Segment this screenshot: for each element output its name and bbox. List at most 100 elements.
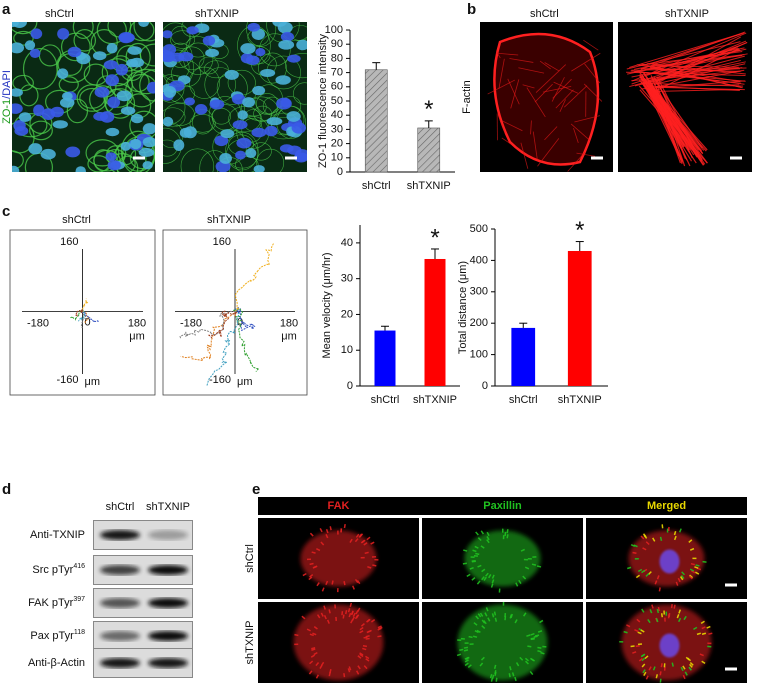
- nucleus: [130, 113, 144, 124]
- axis-unit: μm: [281, 330, 297, 342]
- stain-label: F-actin: [461, 80, 473, 114]
- adhesion: [350, 610, 354, 615]
- channel-label: FAK: [328, 500, 350, 512]
- adhesion: [321, 587, 325, 592]
- adhesion: [641, 569, 646, 574]
- row-label: FAK pTyr397: [28, 596, 85, 609]
- cell-body: [293, 604, 384, 681]
- adhesion: [355, 533, 360, 538]
- adhesion: [311, 551, 316, 554]
- nucleus: [272, 22, 287, 27]
- adhesion: [483, 620, 487, 625]
- adhesion: [641, 608, 645, 613]
- adhesion: [682, 665, 686, 670]
- blot-band: [100, 530, 140, 540]
- panel-letter: e: [252, 481, 260, 498]
- cell-outline: [293, 82, 307, 105]
- fiber: [535, 64, 567, 93]
- blot-border: [93, 520, 193, 550]
- y-tick-label: 30: [341, 273, 353, 285]
- bar: [424, 258, 446, 386]
- adhesion: [678, 609, 682, 614]
- row-name: Pax pTyr: [30, 630, 74, 642]
- adhesion: [320, 612, 324, 617]
- adhesion: [309, 532, 314, 537]
- adhesion: [687, 657, 692, 662]
- adhesion: [654, 580, 658, 585]
- nucleus: [178, 51, 194, 62]
- row-superscript: 416: [73, 563, 85, 570]
- adhesion: [652, 537, 656, 542]
- cell-outline: [163, 107, 186, 128]
- fiber: [650, 68, 741, 74]
- adhesion: [626, 624, 631, 628]
- nucleus: [260, 68, 276, 78]
- fiber: [564, 85, 588, 108]
- significance-mark: *: [430, 224, 439, 251]
- cell-outline: [185, 36, 211, 58]
- adhesion: [359, 533, 364, 538]
- adhesion: [328, 609, 331, 614]
- nucleus: [275, 75, 291, 85]
- adhesion: [366, 618, 371, 623]
- adhesion: [486, 531, 490, 537]
- nucleus: [173, 139, 185, 151]
- nucleus: [29, 48, 41, 58]
- cell-outline: [244, 96, 278, 122]
- adhesion: [682, 674, 686, 680]
- nucleus: [209, 99, 225, 110]
- fiber: [532, 131, 538, 161]
- nucleus: [92, 51, 107, 61]
- adhesion: [357, 607, 361, 612]
- fiber: [551, 77, 565, 102]
- y-tick-label: 10: [331, 152, 343, 164]
- fiber: [520, 142, 529, 169]
- adhesion: [309, 562, 314, 566]
- row-label: Src pTyr416: [32, 563, 85, 576]
- nucleus: [75, 166, 86, 172]
- adhesion: [365, 635, 370, 638]
- fiber: [537, 138, 560, 167]
- nucleus: [50, 106, 64, 118]
- fiber: [641, 63, 743, 89]
- adhesion: [344, 610, 348, 615]
- cell-outline: [12, 74, 34, 92]
- adhesion: [475, 615, 480, 620]
- cell-outline: [85, 139, 120, 167]
- axis-label: 160: [60, 236, 78, 248]
- adhesion: [312, 632, 317, 636]
- fiber: [522, 84, 535, 89]
- nucleus: [163, 116, 174, 127]
- adhesion: [316, 547, 321, 552]
- nucleus: [142, 123, 155, 135]
- axis-label: 0: [85, 316, 91, 328]
- adhesion: [645, 675, 649, 680]
- nucleus: [247, 22, 260, 32]
- adhesion: [320, 661, 325, 667]
- fiber: [487, 79, 515, 95]
- adhesion: [319, 527, 323, 533]
- adhesion: [365, 637, 370, 640]
- nucleus: [138, 147, 155, 158]
- micrograph: [258, 518, 419, 599]
- adhesion: [479, 612, 484, 617]
- nucleus: [67, 46, 82, 58]
- nucleus: [214, 135, 229, 147]
- cell-outline: [133, 22, 155, 42]
- adhesion: [349, 602, 353, 608]
- adhesion: [363, 665, 368, 670]
- adhesion: [476, 629, 481, 634]
- axis-label: -160: [209, 374, 231, 386]
- significance-mark: *: [424, 96, 433, 123]
- nucleus: [28, 143, 43, 155]
- nucleus: [120, 141, 131, 151]
- nucleus: [30, 28, 43, 40]
- nucleus: [291, 122, 307, 134]
- nucleus: [253, 165, 265, 172]
- cell-outline: [96, 75, 117, 98]
- nucleus: [12, 22, 27, 28]
- blot-strip: [93, 648, 193, 678]
- cell-outline: [13, 30, 34, 46]
- adhesion: [526, 634, 531, 637]
- y-axis-label: Mean velocity (μm/hr): [321, 253, 333, 359]
